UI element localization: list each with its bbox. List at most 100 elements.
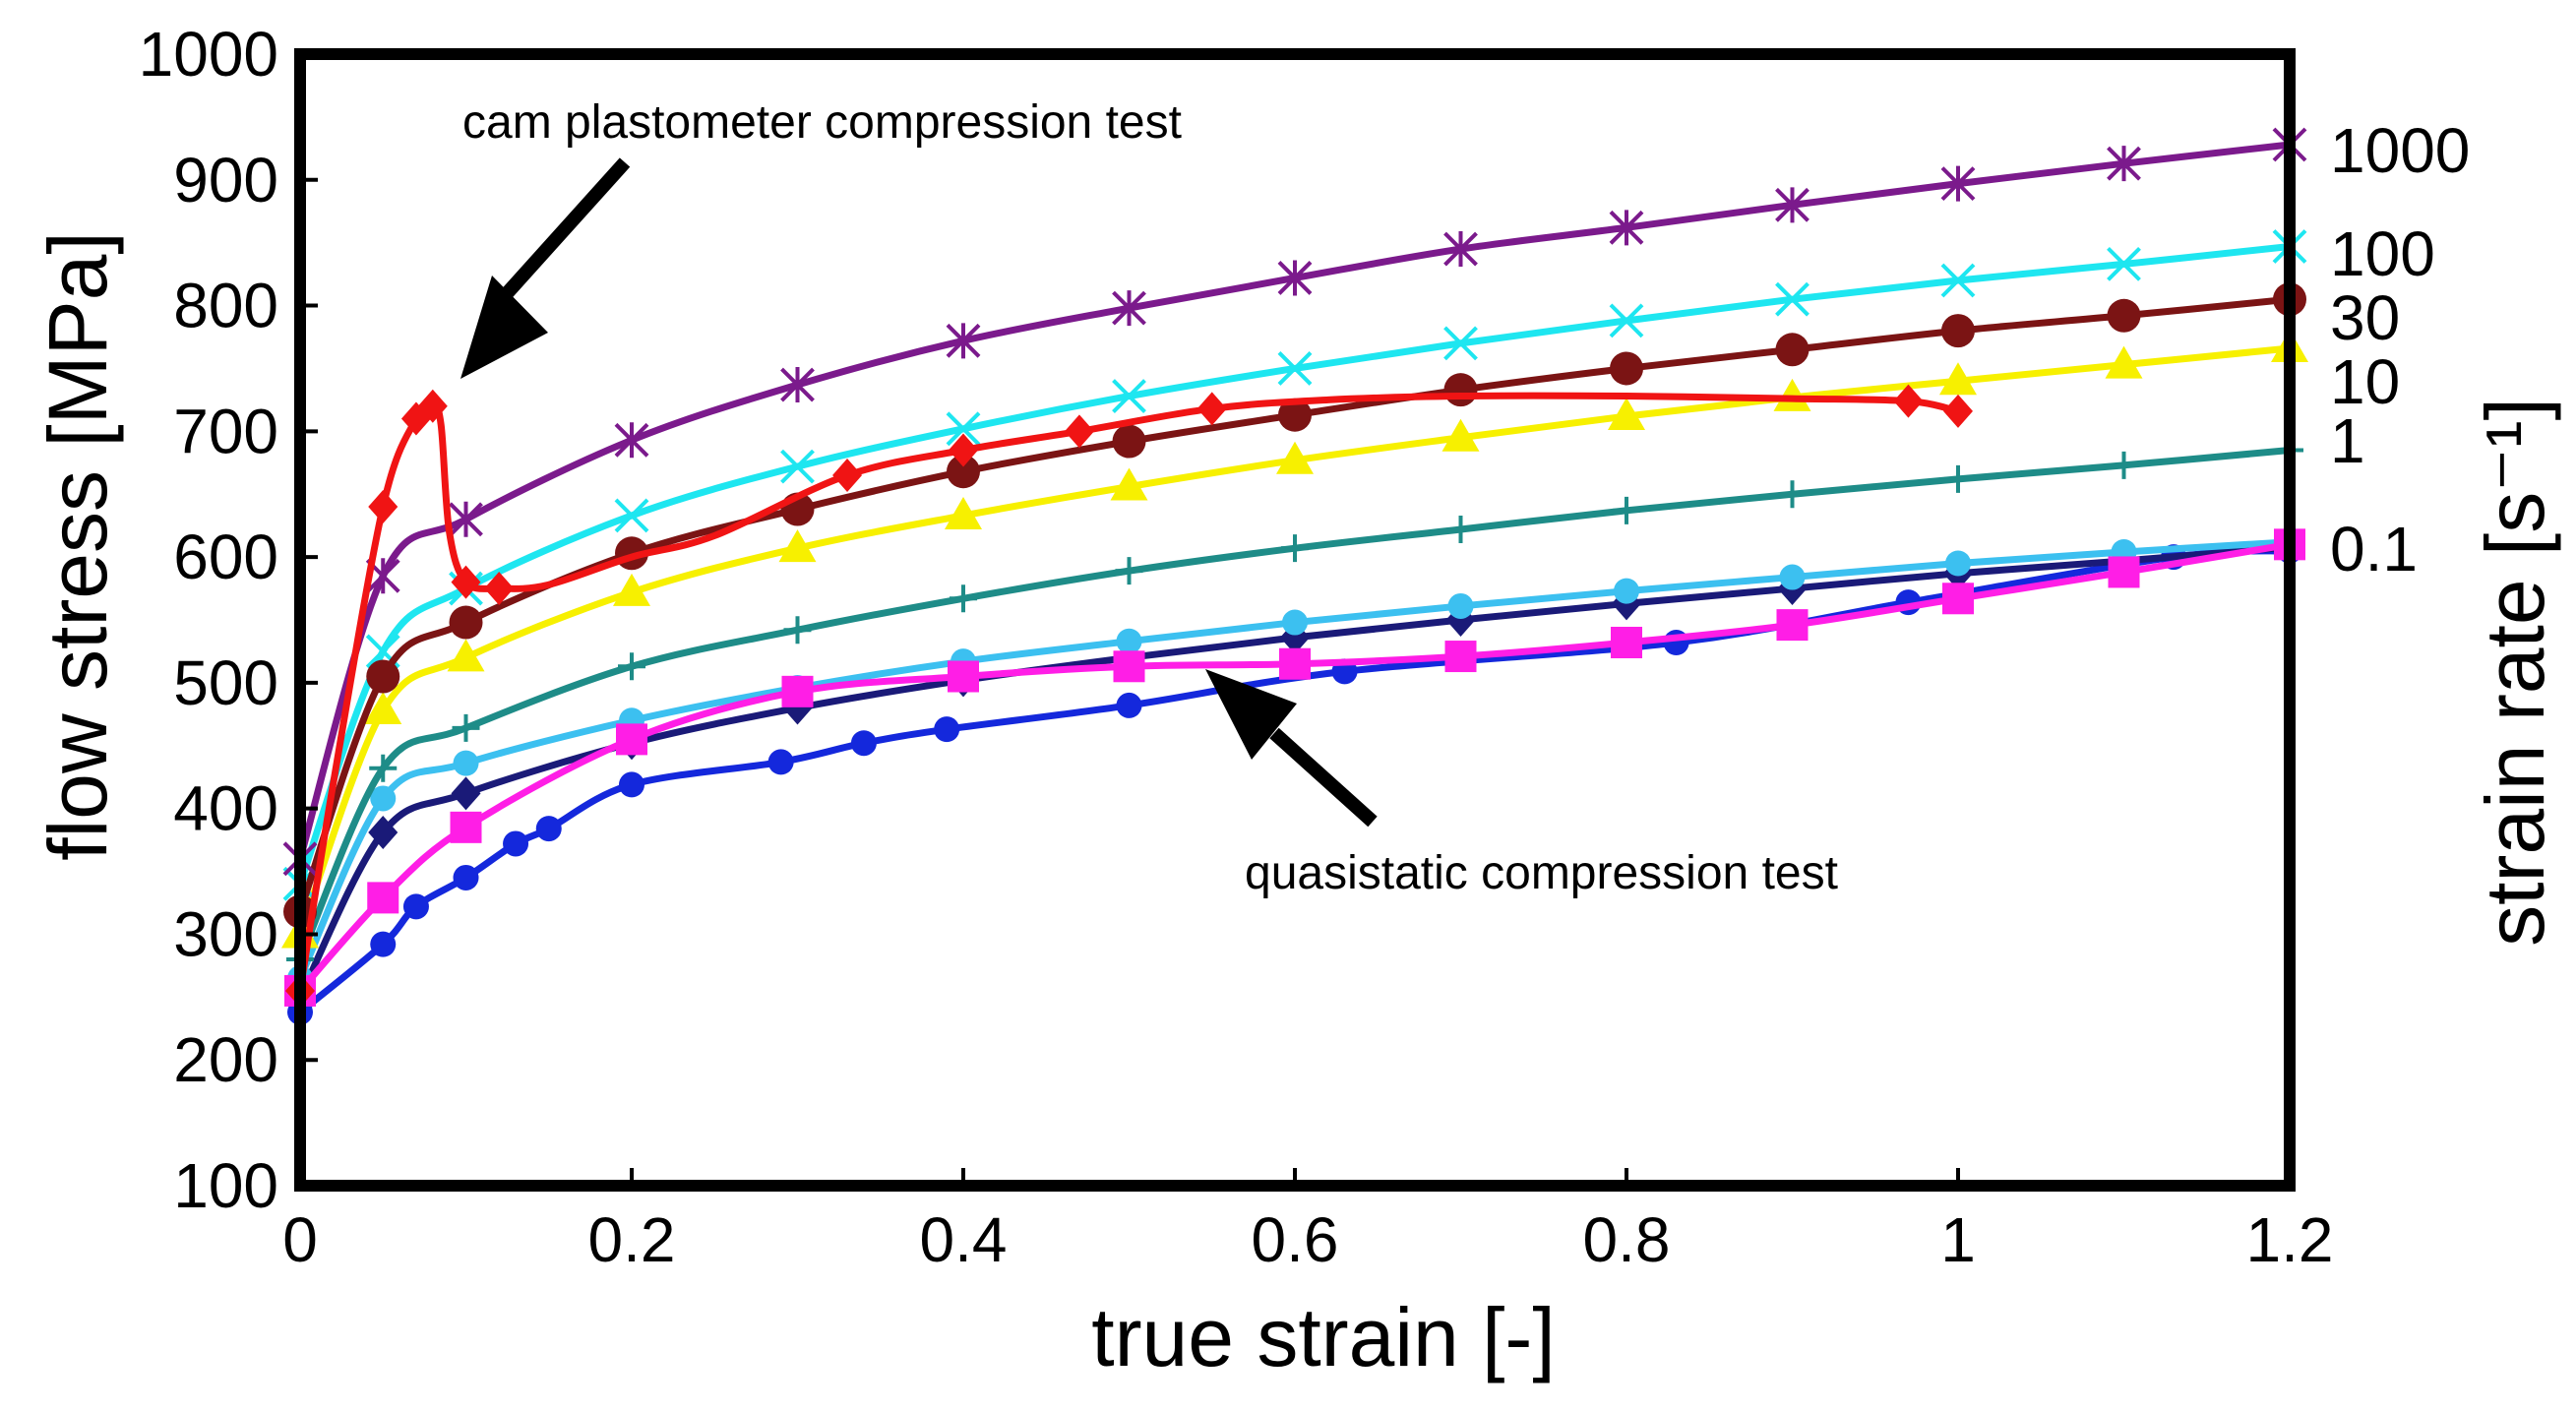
strain-rate-label: 0.1	[2330, 514, 2418, 584]
data-point	[1441, 418, 1480, 452]
data-point	[949, 433, 978, 467]
data-point	[1282, 609, 1308, 636]
data-point	[1279, 647, 1311, 680]
quasistatic-annotation-label: quasistatic compression test	[1245, 847, 1838, 899]
data-point	[1613, 496, 1640, 524]
data-point	[449, 605, 483, 640]
x-axis-title: true strain [-]	[1091, 1291, 1555, 1383]
data-point	[614, 498, 649, 533]
data-point	[1443, 231, 1478, 268]
data-point	[1940, 263, 1976, 298]
data-point	[370, 785, 397, 812]
data-point	[402, 893, 429, 920]
data-point	[1608, 398, 1645, 430]
data-point	[783, 616, 812, 645]
data-point	[1609, 210, 1644, 246]
data-point	[778, 529, 817, 563]
data-point	[1112, 379, 1146, 413]
data-point	[484, 572, 515, 606]
data-point	[2105, 345, 2143, 379]
data-point	[503, 830, 529, 857]
series-cam-plastometer-compression-test	[285, 384, 1973, 1008]
data-point	[1609, 303, 1644, 338]
data-point	[950, 584, 977, 613]
x-tick-label: 1	[1940, 1204, 1976, 1275]
data-point	[1115, 557, 1143, 585]
x-tick-label: 0.6	[1252, 1204, 1339, 1275]
x-tick-label: 1.2	[2246, 1204, 2334, 1275]
x-tick-label: 0.4	[920, 1204, 1008, 1275]
data-point	[1779, 564, 1806, 590]
data-point	[614, 422, 649, 459]
data-point	[368, 815, 399, 849]
data-point	[1778, 480, 1807, 509]
y-tick-label: 600	[173, 522, 278, 592]
strain-rate-label: 30	[2330, 282, 2400, 353]
data-point	[946, 323, 981, 359]
y-tick-label: 300	[173, 898, 278, 969]
data-point	[1775, 187, 1809, 223]
data-point	[1941, 314, 1975, 348]
series-1	[286, 436, 2303, 973]
data-point	[2107, 298, 2141, 333]
data-point	[370, 931, 397, 957]
x-tick-label: 0.2	[588, 1204, 676, 1275]
data-point	[1610, 351, 1643, 386]
data-point	[948, 660, 979, 693]
data-point	[832, 459, 863, 493]
data-point	[1444, 641, 1477, 673]
data-point	[452, 713, 480, 742]
data-point	[1775, 333, 1809, 367]
data-point	[1064, 414, 1094, 449]
data-point	[535, 816, 562, 842]
data-point	[1773, 378, 1811, 411]
series-30	[283, 282, 2306, 929]
x-tick-label: 0.8	[1583, 1204, 1671, 1275]
data-point	[780, 367, 815, 403]
data-point	[1112, 290, 1146, 327]
data-point	[946, 411, 981, 447]
right-axis-title: strain rate [s⁻¹]	[2469, 398, 2561, 947]
data-point	[1116, 628, 1142, 654]
data-point	[767, 749, 794, 775]
y-tick-label: 200	[173, 1024, 278, 1095]
data-point	[453, 750, 479, 776]
x-tick-label: 0	[282, 1204, 318, 1275]
data-point	[453, 864, 479, 890]
y-tick-label: 500	[173, 647, 278, 718]
data-point	[2107, 246, 2141, 281]
data-point	[1281, 534, 1309, 563]
series-line	[296, 543, 2291, 999]
data-point	[934, 716, 960, 743]
quasistatic-annotation-arrow-head	[1205, 669, 1297, 760]
data-point	[366, 659, 400, 694]
data-point	[1113, 650, 1145, 683]
data-point	[1942, 583, 1974, 615]
data-point	[2110, 451, 2138, 479]
data-point	[618, 652, 645, 681]
series-1000	[282, 127, 2307, 877]
cam-annotation-label: cam plastometer compression test	[462, 96, 1182, 149]
data-point	[1944, 464, 1972, 493]
data-point	[450, 811, 482, 843]
series-100	[282, 229, 2307, 901]
data-point	[367, 882, 399, 914]
data-point	[417, 389, 448, 423]
data-point	[1112, 424, 1146, 459]
y-tick-label: 700	[173, 396, 278, 466]
data-point	[1110, 467, 1148, 501]
data-point	[1611, 627, 1642, 658]
data-point	[781, 675, 814, 707]
data-point	[2108, 556, 2140, 588]
quasistatic-annotation-arrow-shaft	[1269, 727, 1378, 828]
data-point	[447, 639, 485, 672]
data-point	[1776, 609, 1809, 642]
data-point	[1943, 394, 1973, 428]
data-point	[1893, 384, 1924, 418]
data-point	[1446, 516, 1475, 543]
data-point	[1939, 362, 1977, 396]
series-quasistatic-compression-test	[284, 528, 2305, 1007]
cam-annotation: cam plastometer compression test	[460, 96, 1182, 379]
